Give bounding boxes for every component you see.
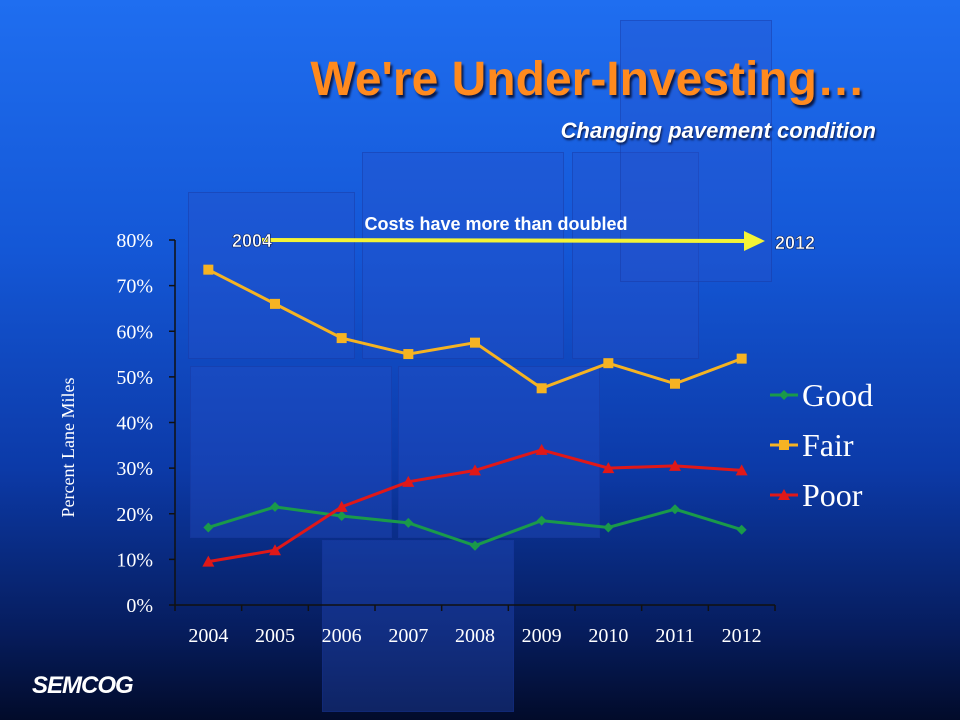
cost-arrow-head bbox=[744, 231, 765, 251]
data-point-poor bbox=[202, 555, 215, 567]
data-point-fair bbox=[603, 358, 614, 369]
x-tick-label: 2008 bbox=[455, 625, 495, 647]
data-point-fair bbox=[403, 349, 414, 360]
legend-item-good: Good bbox=[770, 377, 873, 413]
start-year-label: 2004 bbox=[232, 231, 272, 251]
series-poor bbox=[202, 443, 748, 567]
data-point-poor bbox=[735, 464, 748, 476]
data-point-fair bbox=[203, 264, 214, 275]
y-tick-label: 40% bbox=[116, 413, 153, 435]
y-tick-label: 10% bbox=[116, 549, 153, 571]
data-point-good bbox=[670, 504, 680, 515]
semcog-logo: SEMCOG bbox=[32, 672, 134, 699]
data-point-fair bbox=[536, 383, 547, 394]
y-tick-label: 70% bbox=[116, 276, 153, 298]
background-map-block bbox=[572, 152, 699, 359]
y-tick-label: 30% bbox=[116, 458, 153, 480]
y-tick-label: 50% bbox=[116, 367, 153, 389]
x-tick-label: 2007 bbox=[388, 625, 428, 647]
background-map-block bbox=[322, 540, 514, 712]
data-point-fair bbox=[270, 298, 280, 309]
data-point-good bbox=[470, 540, 480, 551]
series-line-fair bbox=[207, 268, 743, 390]
data-point-good bbox=[336, 511, 347, 522]
x-tick-label: 2012 bbox=[722, 625, 762, 647]
end-year-label: 2012 bbox=[775, 233, 815, 253]
legend-marker-good bbox=[779, 390, 789, 400]
y-tick-label: 60% bbox=[116, 321, 153, 343]
y-tick-label: 0% bbox=[126, 595, 153, 617]
data-point-good bbox=[403, 517, 414, 528]
data-point-fair bbox=[736, 353, 747, 364]
legend-item-fair: Fair bbox=[770, 427, 854, 463]
legend-marker-fair bbox=[779, 440, 789, 450]
background-map-block bbox=[398, 366, 600, 538]
data-point-fair bbox=[336, 333, 347, 344]
chart-axes: 0% 10% 20% 30% 40% 50% 60% 70% 80% 2004 2005 2006 20… bbox=[58, 230, 776, 647]
x-tick-label: 2005 bbox=[255, 625, 295, 647]
data-point-good bbox=[203, 522, 214, 533]
legend-item-poor: Poor bbox=[770, 477, 863, 513]
data-point-fair bbox=[670, 378, 680, 389]
data-point-fair bbox=[470, 337, 480, 348]
series-fair bbox=[203, 264, 747, 394]
legend-marker-poor bbox=[778, 489, 790, 500]
y-tick-label: 80% bbox=[116, 230, 153, 252]
data-point-poor bbox=[402, 475, 415, 487]
data-point-poor bbox=[535, 443, 548, 455]
x-tick-label: 2011 bbox=[655, 625, 694, 647]
chart-annotations: Costs have more than doubled 2004 2012 bbox=[232, 214, 816, 253]
y-tick-label: 20% bbox=[116, 504, 153, 526]
legend-label-fair: Fair bbox=[802, 427, 854, 463]
x-tick-label: 2004 bbox=[188, 625, 228, 647]
legend-label-good: Good bbox=[802, 377, 873, 413]
background-map-block bbox=[362, 152, 564, 359]
data-point-poor bbox=[335, 500, 348, 512]
data-point-poor bbox=[602, 462, 615, 474]
page-title: We're Under-Investing… bbox=[310, 53, 865, 106]
chart-legend: Good Fair Poor bbox=[770, 377, 873, 513]
data-point-good bbox=[270, 501, 280, 512]
y-axis-label: Percent Lane Miles bbox=[58, 378, 78, 518]
cost-arrow-label: Costs have more than doubled bbox=[364, 214, 627, 234]
x-tick-label: 2010 bbox=[588, 625, 628, 647]
cost-arrow-line bbox=[261, 238, 749, 243]
series-good bbox=[203, 501, 747, 551]
data-point-good bbox=[536, 515, 547, 526]
x-tick-label: 2009 bbox=[522, 625, 562, 647]
data-point-good bbox=[603, 522, 614, 533]
legend-label-poor: Poor bbox=[802, 477, 863, 513]
page-subtitle: Changing pavement condition bbox=[560, 118, 876, 143]
x-tick-label: 2006 bbox=[322, 625, 362, 647]
chart-series bbox=[202, 264, 748, 567]
data-point-poor bbox=[269, 544, 281, 556]
data-point-good bbox=[736, 524, 747, 535]
data-point-poor bbox=[469, 464, 481, 476]
data-point-poor bbox=[669, 459, 681, 471]
